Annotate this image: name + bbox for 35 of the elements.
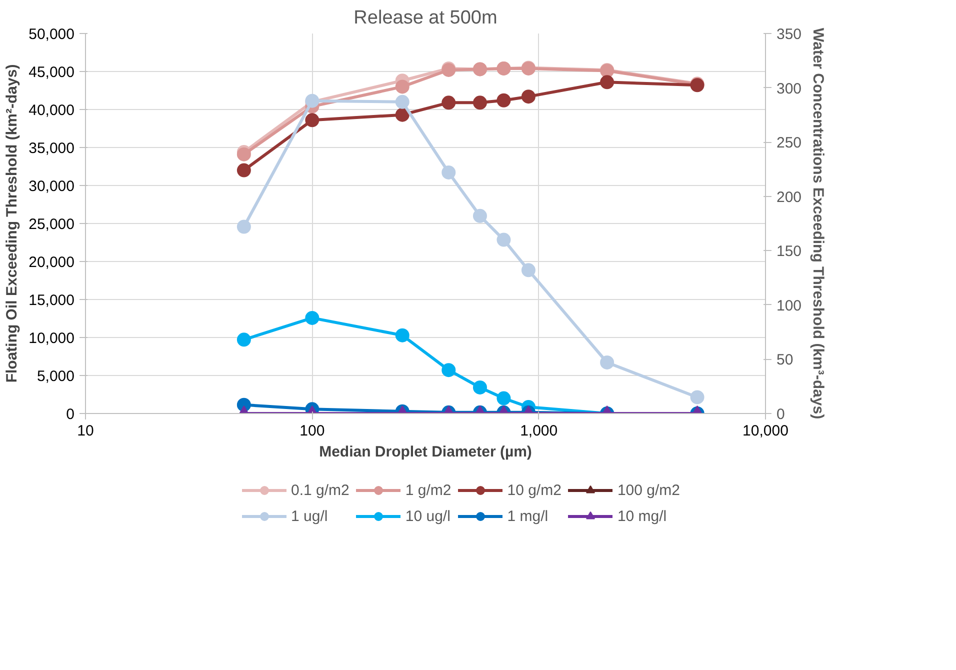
legend-label: 10 g/m2 (507, 482, 562, 498)
y2-axis-title: Water Concentrations Exceeding Threshold (km³-days) (810, 28, 827, 420)
legend-label: 10 ug/l (405, 508, 450, 524)
y-tick-label: 15,000 (28, 292, 75, 309)
y2-tick-label: 250 (776, 134, 802, 152)
y-tick-label: 45,000 (28, 64, 75, 81)
legend-label: 10 mg/l (617, 508, 667, 524)
chart-title: Release at 500m (354, 8, 498, 28)
y-tick-label: 10,000 (28, 330, 75, 347)
y-tick-label: 30,000 (28, 178, 75, 195)
x-axis-title: Median Droplet Diameter (µm) (319, 444, 532, 460)
y2-tick-label: 200 (776, 188, 802, 206)
legend-label: 0.1 g/m2 (291, 482, 350, 498)
y-tick-label: 50,000 (28, 26, 75, 43)
y-tick-label: 40,000 (28, 102, 75, 119)
y2-tick-label: 350 (776, 26, 802, 43)
y2-tick-label: 300 (776, 80, 802, 98)
x-tick-label: 1,000 (520, 422, 558, 440)
x-tick-label: 100 (300, 422, 325, 440)
y-axis-title: Floating Oil Exceeding Threshold (km²-days) (4, 64, 21, 383)
y2-tick-label: 150 (776, 243, 802, 260)
y-tick-label: 25,000 (28, 216, 75, 233)
legend-label: 100 g/m2 (617, 482, 680, 498)
legend-label: 1 mg/l (507, 508, 548, 524)
y2-tick-label: 50 (776, 352, 794, 369)
y-tick-label: 0 (66, 406, 74, 423)
y2-tick-label: 100 (776, 297, 802, 314)
y-tick-label: 35,000 (28, 140, 75, 157)
x-tick-label: 10,000 (742, 422, 788, 440)
y-tick-label: 20,000 (28, 254, 75, 271)
legend-label: 1 g/m2 (405, 482, 452, 498)
y-tick-label: 5,000 (36, 368, 75, 385)
x-tick-label: 10 (77, 422, 94, 440)
legend-label: 1 ug/l (291, 508, 328, 524)
y2-tick-label: 0 (776, 406, 785, 423)
